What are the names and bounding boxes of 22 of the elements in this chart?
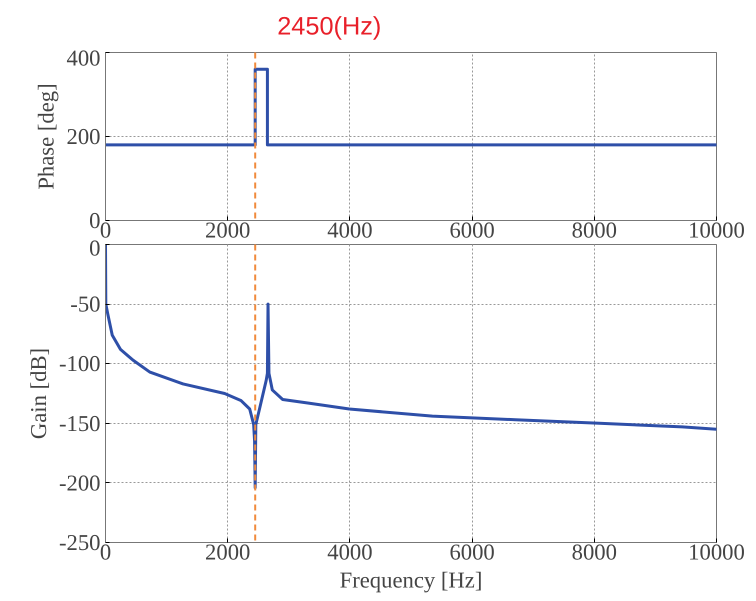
annotation: 2450(Hz) bbox=[277, 12, 382, 40]
x-tick-label: 10000 bbox=[688, 218, 745, 242]
y-tick-label: -100 bbox=[58, 351, 100, 376]
y-tick-label: -250 bbox=[58, 530, 100, 555]
x-tick-label: 2000 bbox=[205, 540, 250, 564]
y-axis-title: Gain [dB] bbox=[26, 348, 51, 440]
x-tick-label: 4000 bbox=[327, 540, 373, 564]
x-tick-label: 10000 bbox=[688, 540, 745, 564]
x-tick-label: 6000 bbox=[449, 540, 495, 564]
x-tick-label: 8000 bbox=[572, 218, 617, 242]
x-tick-label: 2000 bbox=[205, 218, 250, 242]
x-tick-label: 8000 bbox=[572, 540, 617, 564]
x-tick-label: 6000 bbox=[449, 218, 495, 242]
y-tick-label: -50 bbox=[70, 292, 100, 317]
x-tick-label: 4000 bbox=[327, 218, 373, 242]
y-tick-label: -150 bbox=[58, 410, 100, 436]
x-axis-title: Frequency [Hz] bbox=[340, 568, 482, 592]
y-tick-label: 400 bbox=[66, 46, 100, 70]
y-tick-label: 0 bbox=[89, 236, 100, 260]
y-tick-label: -200 bbox=[58, 470, 100, 496]
y-axis-title: Phase [deg] bbox=[34, 83, 59, 190]
y-tick-label: 200 bbox=[66, 124, 100, 149]
